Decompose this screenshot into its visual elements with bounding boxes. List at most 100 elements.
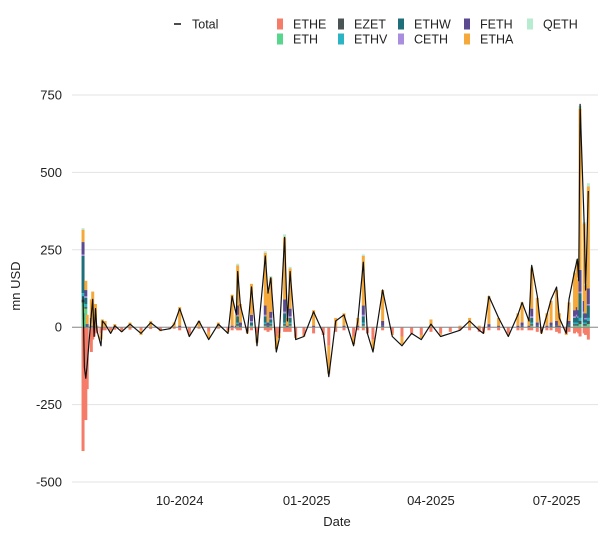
y-axis-title: mn USD (8, 261, 23, 310)
bar-ethe (371, 327, 375, 340)
bar-ethw (288, 317, 292, 323)
bars (81, 105, 590, 452)
bar-feth (85, 324, 89, 326)
bar-etha (274, 336, 278, 349)
legend-swatch (277, 33, 283, 45)
bar-feth (238, 322, 242, 326)
legend-label: Total (192, 18, 218, 32)
bar-etha (371, 339, 375, 349)
bar-ethe (487, 327, 491, 331)
legend-item-etha: ETHA (464, 33, 514, 47)
bar-feth (578, 269, 582, 292)
bar-eth (269, 325, 273, 328)
legend-label: QETH (543, 18, 578, 32)
bar-ethe (400, 327, 404, 337)
y-tick-label: 500 (40, 165, 62, 180)
legend-item-ethv: ETHV (338, 33, 388, 47)
bar-ethe (274, 327, 278, 337)
bar-ezet (236, 324, 240, 326)
bar-etha (573, 273, 577, 311)
bar-ezet (578, 321, 582, 325)
x-axis-title: Date (323, 514, 350, 529)
bar-ethe (578, 327, 582, 337)
legend-item-ethw: ETHW (398, 18, 451, 32)
bar-ethe (419, 327, 423, 335)
legend-item-qeth: QETH (527, 18, 578, 32)
bar-ethe (342, 327, 346, 331)
y-tick-label: 250 (40, 242, 62, 257)
bar-feth (312, 325, 316, 328)
bar-feth (84, 290, 88, 297)
bar-etha (187, 333, 191, 335)
bar-feth (269, 311, 273, 318)
legend-swatch (338, 18, 344, 30)
bar-eth (263, 325, 267, 328)
legend-label: ETHV (354, 33, 388, 47)
legend-swatch (464, 33, 470, 45)
bar-ethe (207, 327, 211, 332)
bar-ethv (586, 317, 590, 322)
bar-qeth (269, 276, 273, 278)
bar-ethw (530, 317, 534, 323)
bar-ethe (288, 327, 292, 332)
bar-feth (283, 299, 287, 312)
bar-eth (283, 325, 287, 328)
bar-ethw (535, 325, 539, 328)
bar-etha (497, 317, 501, 326)
bar-etha (487, 296, 491, 325)
bar-ethe (172, 327, 176, 329)
bar-qeth (263, 251, 267, 253)
bar-eth (586, 324, 590, 328)
bar-ethe (283, 327, 287, 332)
bar-feth (285, 325, 289, 328)
bar-ethe (361, 327, 365, 331)
grid-lines (72, 94, 598, 483)
bar-ethw (263, 316, 267, 323)
bar-ethv (283, 322, 287, 325)
bar-ceth (84, 296, 88, 298)
bar-feth (535, 322, 539, 326)
bar-ezet (361, 324, 365, 326)
bar-ceth (263, 314, 267, 317)
bar-ezet (573, 324, 577, 326)
bar-ethe (178, 327, 182, 331)
bar-ceth (361, 314, 365, 317)
bar-etha (527, 319, 531, 326)
bar-ezet (530, 324, 534, 326)
bar-ethe (545, 327, 549, 331)
bar-eth (361, 325, 365, 328)
bar-etha (458, 325, 462, 328)
bar-etha (429, 319, 433, 328)
bar-ceth (288, 316, 292, 318)
bar-eth (249, 325, 253, 328)
bar-eth (584, 325, 588, 328)
bar-ezet (263, 324, 267, 326)
bar-ethv (288, 322, 292, 325)
bar-feth (516, 325, 520, 328)
legend-swatch (527, 18, 533, 30)
bar-ethe (356, 327, 360, 331)
bar-feth (178, 325, 182, 328)
bar-etha (535, 297, 539, 323)
bar-ethe (255, 327, 259, 334)
bar-ethw (381, 325, 385, 328)
bar-feth (555, 321, 559, 326)
bar-ethe (497, 327, 501, 331)
bar-ethw (238, 325, 242, 328)
bar-ethe (334, 327, 338, 332)
bar-ethe (530, 327, 534, 331)
bar-feth (361, 305, 365, 315)
bar-feth (549, 322, 553, 326)
legend-item-feth: FETH (464, 18, 513, 32)
legend-item-ceth: CETH (398, 33, 448, 47)
bar-ethe (109, 327, 113, 331)
bar-ethe (439, 327, 443, 334)
x-tick-label: 04-2025 (407, 493, 455, 508)
y-tick-label: 750 (40, 88, 62, 103)
bar-etha (283, 237, 287, 300)
bar-etha (516, 313, 520, 326)
bar-ethv (236, 322, 240, 325)
y-tick-label: -500 (36, 475, 62, 490)
legend-label: CETH (414, 33, 448, 47)
